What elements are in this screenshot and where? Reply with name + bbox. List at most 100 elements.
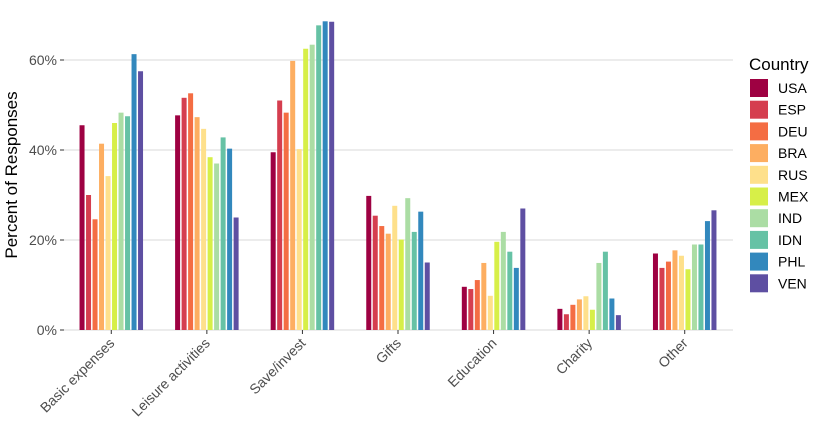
legend-label: MEX [778,189,809,205]
bar-esp [181,97,187,330]
bar-mex [398,239,404,330]
bar-phl [131,54,137,331]
legend-label: BRA [778,145,807,161]
y-tick-label: 60% [29,52,57,68]
bar-usa [270,152,276,330]
bar-usa [461,286,467,330]
bar-phl [609,298,615,330]
x-tick-label: Gifts [372,335,404,367]
bar-bra [672,250,678,330]
legend-swatch-ven [750,274,768,293]
bar-ven [424,262,430,330]
legend-swatch-esp [750,100,768,119]
bar-esp [372,215,378,330]
legend: Country USA ESP DEU BRA RUS MEX IND IDN PHL VEN [749,55,809,293]
legend-label: IND [778,210,802,226]
bar-mex [685,269,691,330]
legend-swatch-deu [750,122,768,141]
bar-usa [79,125,85,330]
bar-ind [691,244,697,330]
bar-deu [665,261,671,330]
bars [79,21,717,331]
bar-rus [487,295,493,330]
bar-idn [411,231,417,330]
bar-esp [277,100,283,330]
x-tick-label: Charity [553,335,596,378]
bar-rus [678,255,684,330]
bar-idn [316,25,322,330]
bar-deu [283,112,289,331]
legend-label: ESP [778,102,806,118]
legend-swatch-mex [750,187,768,206]
bar-usa [652,253,658,330]
bar-mex [207,157,213,330]
bar-ind [405,198,411,330]
bar-rus [392,205,398,330]
bar-usa [175,115,181,330]
bar-mex [303,48,309,330]
bar-ven [520,208,526,330]
legend-swatch-phl [750,252,768,271]
bar-rus [201,128,207,330]
x-tick-label: Save/invest [246,335,309,398]
bar-ven [138,71,144,330]
bar-bra [385,233,391,330]
y-tick-label: 0% [37,322,57,338]
legend-label: PHL [778,254,805,270]
bar-esp [468,289,474,330]
bar-ind [596,262,602,330]
bar-ind [500,231,506,330]
bar-esp [563,314,569,330]
bar-bra [290,60,296,331]
bar-esp [659,267,665,330]
legend-swatch-rus [750,165,768,184]
x-tick-label: Leisure activities [128,335,212,419]
bar-rus [583,296,589,330]
gridlines [64,59,733,331]
legend-label: DEU [778,123,808,139]
bar-bra [576,299,582,330]
legend-label: USA [778,80,807,96]
legend-title: Country [749,55,809,74]
bar-phl [418,211,424,330]
bar-deu [379,226,385,330]
y-tick-label: 20% [29,232,57,248]
bar-ven [711,210,717,330]
bar-ind [214,163,220,330]
bar-idn [125,116,131,330]
x-tick-label: Education [444,335,499,390]
bar-idn [507,251,513,330]
bar-bra [481,262,487,330]
bar-phl [322,21,328,331]
legend-label: IDN [778,232,802,248]
bar-ven [329,21,335,330]
x-tick-label: Basic expenses [37,335,118,416]
legend-label: RUS [778,167,808,183]
bar-deu [188,93,194,330]
bar-rus [296,149,302,330]
x-tick-label: Other [655,335,691,371]
bar-mex [112,123,118,330]
legend-swatch-bra [750,144,768,163]
y-tick-label: 40% [29,142,57,158]
bar-phl [513,267,519,330]
bar-idn [698,244,704,330]
bar-phl [704,221,710,330]
y-axis: 0% 20% 40% 60% [29,52,64,338]
bar-mex [589,309,595,330]
bar-rus [105,176,111,330]
bar-ind [309,44,315,330]
bar-idn [602,251,608,330]
bar-phl [227,148,233,330]
x-axis: Basic expenses Leisure activities Save/inv… [37,330,691,419]
legend-label: VEN [778,275,807,291]
bar-ven [615,315,621,330]
legend-swatch-usa [750,79,768,97]
legend-swatch-ind [750,209,768,228]
bar-bra [99,143,105,330]
bar-esp [86,195,92,330]
bar-usa [366,195,372,330]
bar-mex [494,241,500,330]
y-axis-title: Percent of Responses [2,91,21,258]
bar-ind [118,112,124,331]
